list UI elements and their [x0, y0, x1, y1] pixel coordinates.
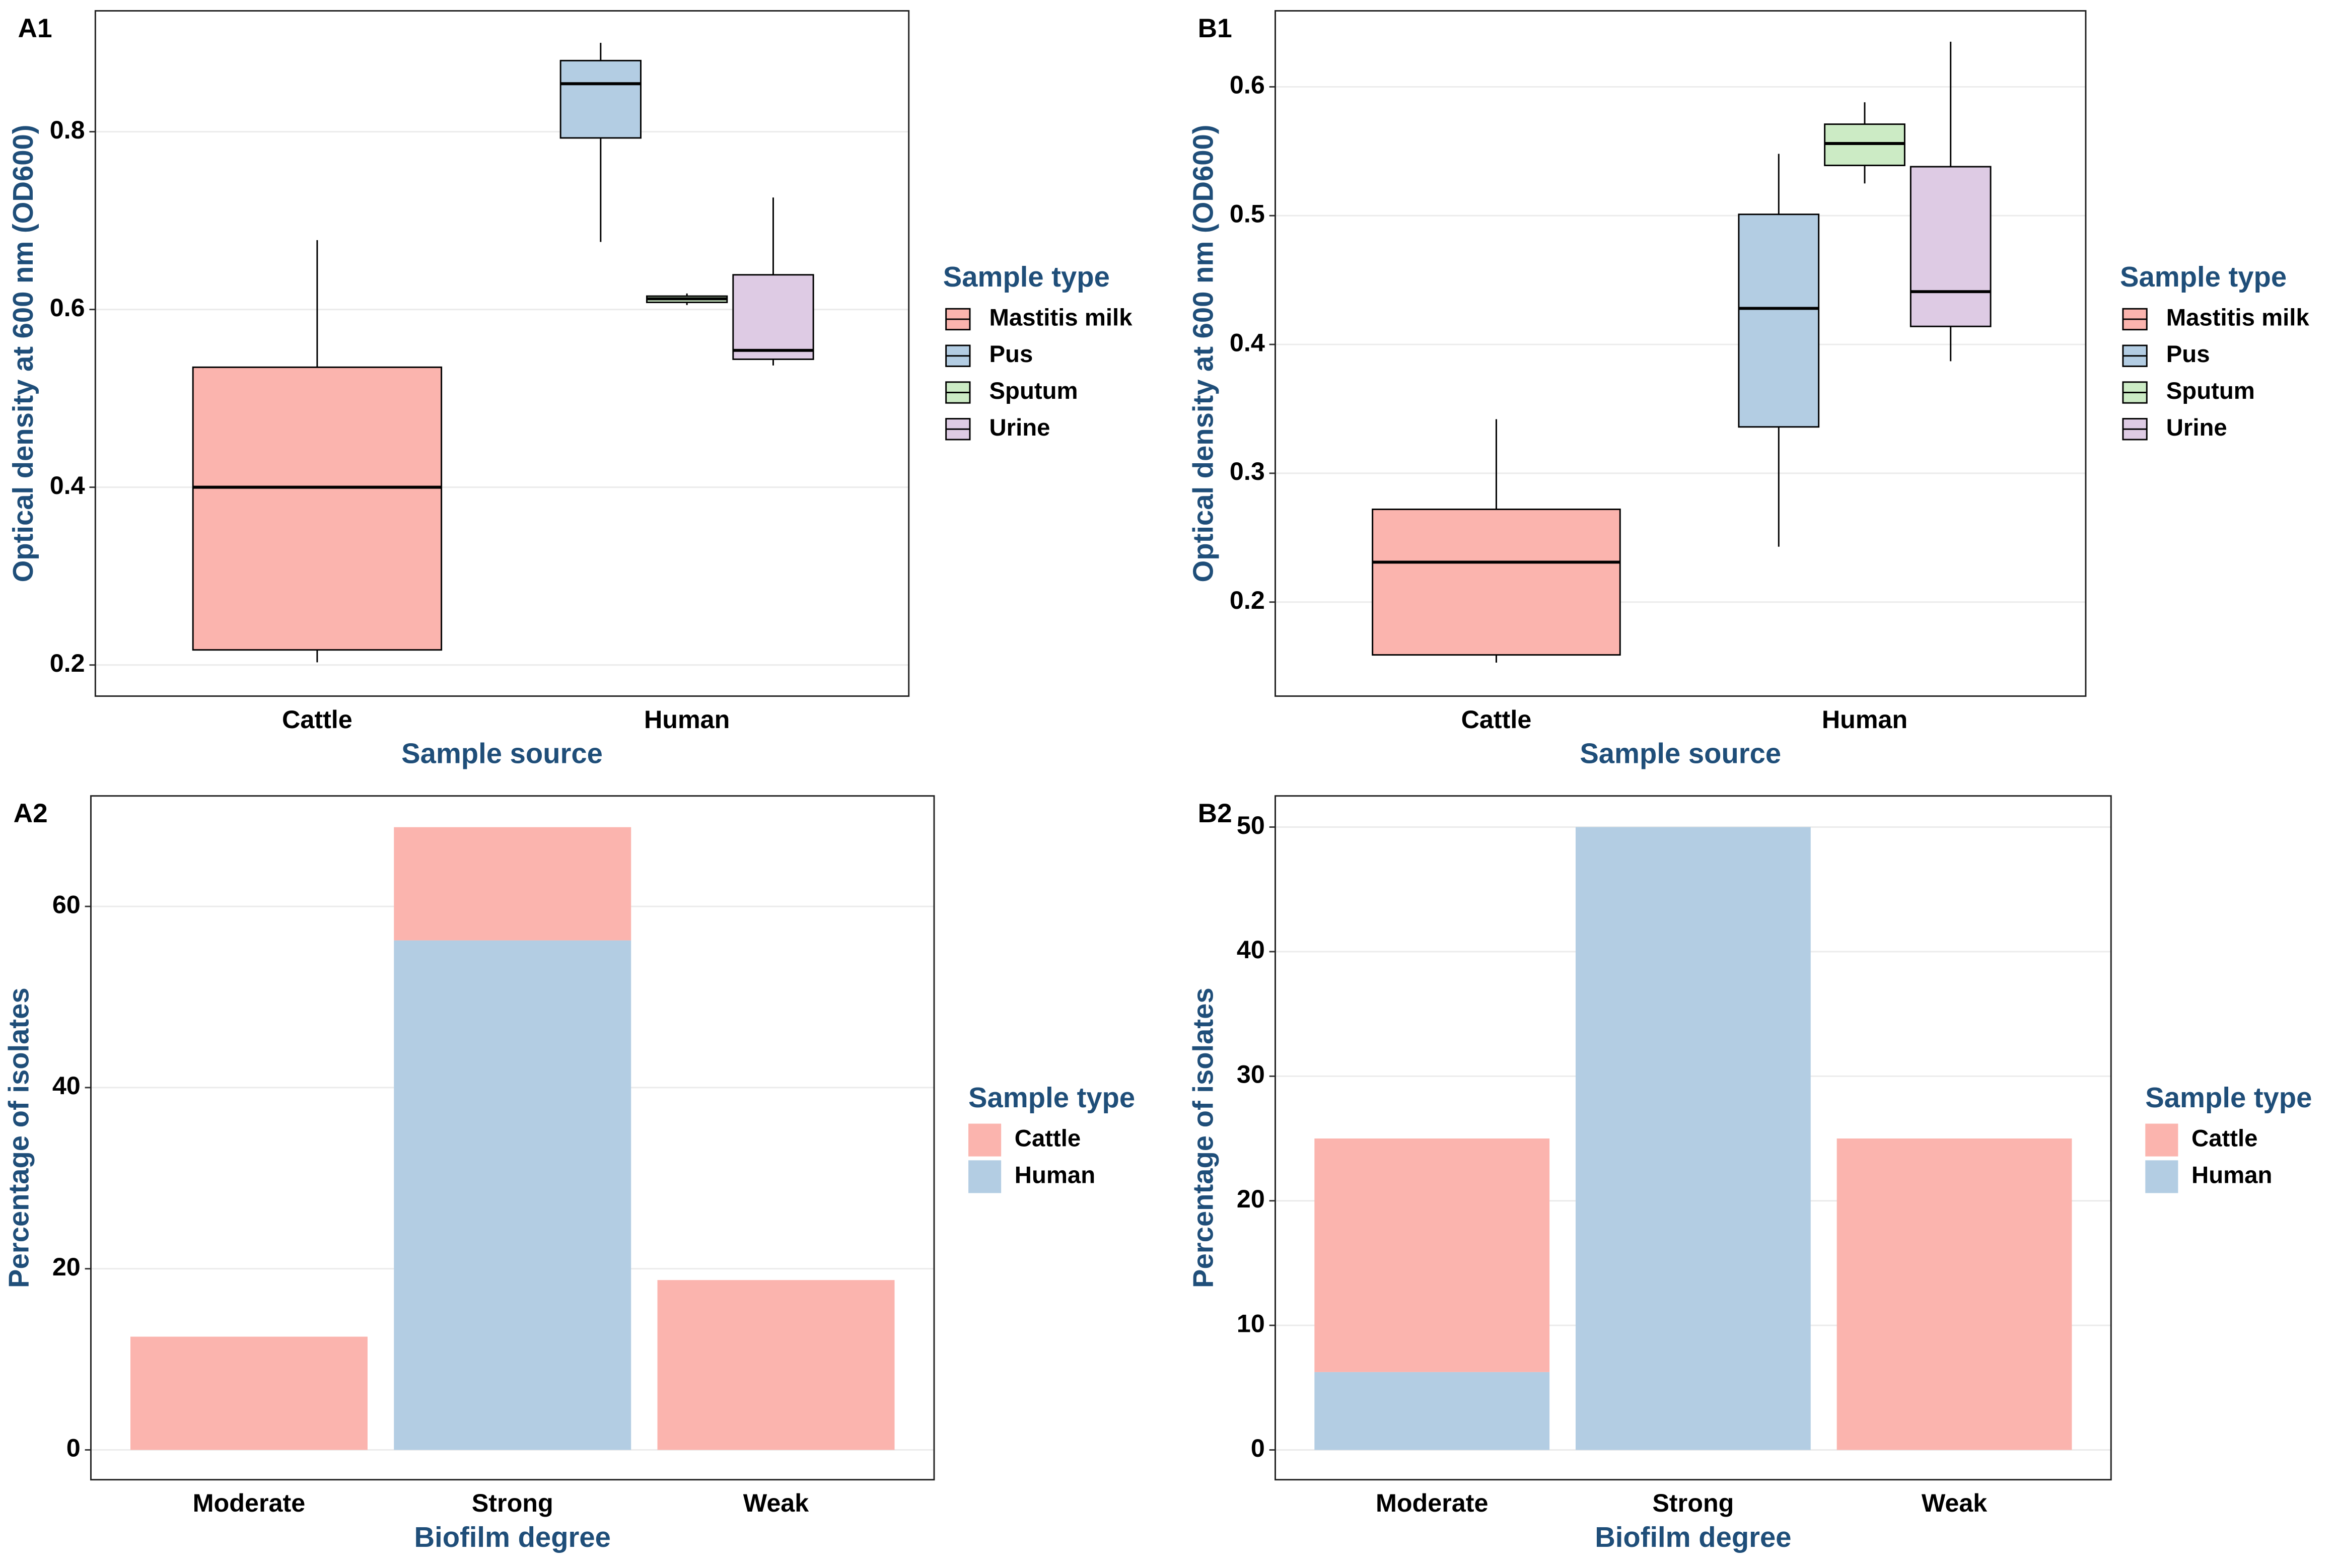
y-tick-label: 0.4	[1230, 328, 1265, 357]
y-axis-title: Percentage of isolates	[3, 987, 34, 1288]
panel-border	[1275, 10, 2087, 697]
x-tick-label: Weak	[1922, 1488, 1988, 1517]
y-tick-label: 0.2	[1230, 586, 1265, 614]
x-tick-label: Cattle	[282, 705, 352, 734]
y-axis-title: Optical density at 600 nm (OD600)	[7, 125, 39, 583]
legend-key	[968, 1160, 1002, 1193]
bar	[394, 940, 631, 1450]
legend-label: Urine	[989, 414, 1050, 441]
y-tick-label: 10	[1237, 1309, 1265, 1337]
bar	[394, 827, 631, 941]
panel-label: B1	[1198, 14, 1232, 43]
legend-title: Sample type	[2145, 1082, 2312, 1113]
box	[192, 366, 443, 651]
y-tick-label: 20	[52, 1252, 81, 1281]
box	[1909, 166, 1992, 327]
box	[732, 274, 814, 360]
box	[1738, 213, 1820, 428]
x-tick-label: Human	[644, 705, 730, 734]
panel-border	[1275, 795, 2112, 1481]
x-tick-label: Human	[1822, 705, 1907, 734]
x-axis-title: Biofilm degree	[414, 1521, 611, 1553]
box	[559, 59, 642, 139]
y-tick-label: 0.3	[1230, 457, 1265, 485]
legend-label: Sputum	[989, 378, 1078, 404]
legend-label: Human	[2191, 1162, 2272, 1188]
legend-label: Urine	[2166, 414, 2227, 441]
y-axis-title: Percentage of isolates	[1187, 987, 1219, 1288]
panel-border	[94, 10, 910, 697]
legend-label: Pus	[989, 341, 1033, 368]
panel-label: A1	[18, 14, 52, 43]
y-tick-label: 60	[52, 890, 81, 918]
y-tick-label: 40	[52, 1071, 81, 1100]
legend-key	[2145, 1123, 2178, 1157]
y-tick-label: 40	[1237, 935, 1265, 964]
legend-label: Cattle	[2191, 1125, 2258, 1152]
bar	[1314, 1372, 1550, 1450]
legend-key	[968, 1123, 1002, 1157]
legend-key	[2145, 1160, 2178, 1193]
bar	[1575, 827, 1811, 1450]
legend-title: Sample type	[968, 1082, 1135, 1113]
y-tick-label: 50	[1237, 811, 1265, 839]
x-tick-label: Moderate	[1376, 1488, 1489, 1517]
y-tick-label: 0	[66, 1434, 81, 1462]
y-tick-label: 20	[1237, 1184, 1265, 1213]
x-tick-label: Moderate	[193, 1488, 306, 1517]
bar	[130, 1336, 368, 1450]
panel-label: B2	[1198, 799, 1232, 828]
y-tick-label: 0.2	[50, 649, 85, 677]
y-tick-label: 0.6	[50, 293, 85, 322]
legend-label: Sputum	[2166, 378, 2255, 404]
legend-title: Sample type	[943, 261, 1110, 293]
x-tick-label: Cattle	[1461, 705, 1532, 734]
x-tick-label: Weak	[743, 1488, 809, 1517]
legend-label: Cattle	[1015, 1125, 1081, 1152]
legend-title: Sample type	[2120, 261, 2287, 293]
y-tick-label: 0.6	[1230, 70, 1265, 99]
y-tick-label: 30	[1237, 1060, 1265, 1089]
x-axis-title: Sample source	[401, 738, 603, 769]
panel-label: A2	[14, 799, 48, 828]
y-tick-label: 0	[1251, 1434, 1265, 1462]
bar	[657, 1280, 895, 1450]
x-axis-title: Biofilm degree	[1595, 1521, 1791, 1553]
bar	[1836, 1138, 2072, 1450]
legend-label: Pus	[2166, 341, 2210, 368]
x-axis-title: Sample source	[1580, 738, 1781, 769]
y-tick-label: 0.5	[1230, 199, 1265, 228]
panel-border	[90, 795, 935, 1481]
x-tick-label: Strong	[1652, 1488, 1734, 1517]
y-tick-label: 0.8	[50, 115, 85, 144]
legend-label: Mastitis milk	[989, 304, 1132, 331]
legend-label: Human	[1015, 1162, 1095, 1188]
bar	[1314, 1138, 1550, 1372]
box	[1372, 509, 1621, 656]
x-tick-label: Strong	[472, 1488, 553, 1517]
legend-label: Mastitis milk	[2166, 304, 2310, 331]
y-tick-label: 0.4	[50, 471, 85, 500]
y-axis-title: Optical density at 600 nm (OD600)	[1187, 125, 1219, 583]
